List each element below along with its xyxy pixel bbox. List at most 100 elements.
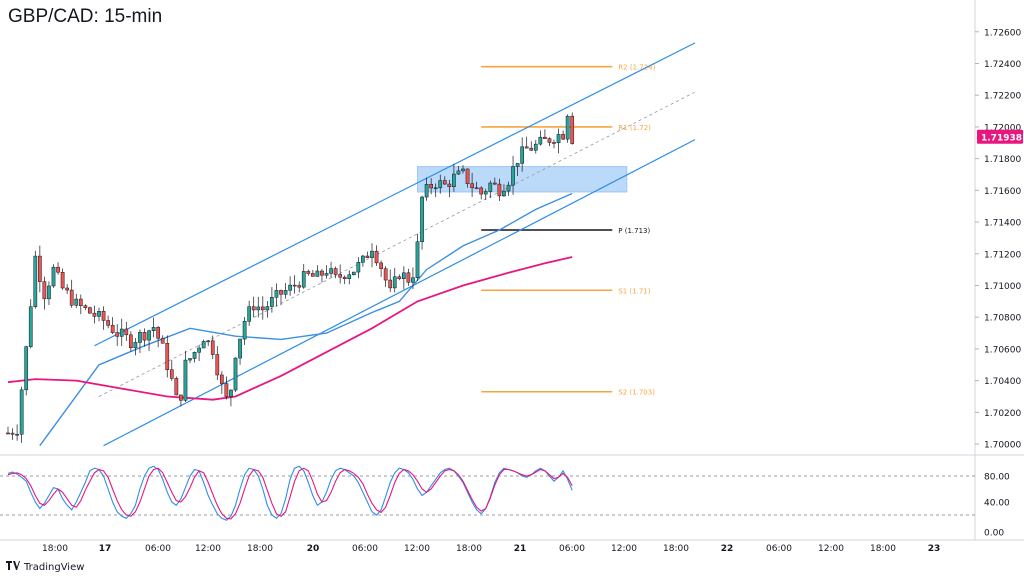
candle-body: [174, 378, 179, 396]
time-tick-label: 06:00: [352, 544, 378, 554]
candle-body: [474, 187, 479, 190]
pivot-label-3: S1 (1.71): [618, 287, 650, 295]
candle-body: [543, 136, 547, 139]
chart-title: GBP/CAD: 15-min: [8, 6, 163, 27]
candle-body: [74, 298, 79, 306]
candle-body: [392, 276, 397, 289]
candle-body: [110, 325, 115, 333]
candle-body: [524, 146, 529, 149]
candle-body: [169, 369, 174, 379]
candle-body: [383, 268, 388, 281]
candle-body: [515, 163, 520, 167]
candle-body: [306, 271, 311, 274]
candle-body: [206, 340, 211, 343]
candle-body: [165, 343, 170, 370]
price-tick-label: 1.72000: [984, 123, 1021, 133]
candle-body: [197, 347, 201, 353]
pivot-label-1: R1 (1.72): [618, 124, 651, 132]
price-tick-label: 1.70800: [984, 314, 1021, 324]
candle-body: [301, 271, 306, 288]
candle-body: [251, 306, 256, 311]
channel_mid_dashed: [98, 91, 696, 397]
candle-body: [142, 332, 147, 341]
time-tick-label: 06:00: [559, 544, 585, 554]
candle-body: [479, 187, 484, 195]
price-axis[interactable]: 1.72600 1.72400 1.72200 1.72000 1.71800 1.716…: [975, 28, 1023, 451]
moving-averages: [7, 192, 573, 447]
pivot-levels: R2 (1.724) R1 (1.72) P (1.713) S1 (1.71) S2 …: [481, 64, 656, 397]
candle-body: [160, 338, 165, 344]
candle-body: [265, 306, 270, 311]
channel_lower: [103, 139, 696, 447]
last-price-label: 1.71938: [981, 133, 1022, 143]
last-price-badge: [977, 129, 1023, 144]
candle-body: [297, 285, 302, 288]
price-tick-label: 1.70400: [984, 377, 1021, 387]
candle-body: [533, 143, 538, 151]
candle-body: [315, 270, 320, 277]
candle-body: [324, 273, 329, 276]
candle-body: [242, 320, 247, 340]
candle-body: [119, 328, 124, 337]
candle-body: [220, 374, 224, 384]
price-tick-label: 1.72400: [984, 60, 1021, 70]
candle-body: [556, 134, 561, 144]
candle-body: [65, 287, 70, 291]
candle-body: [270, 297, 274, 307]
candle-body: [420, 196, 424, 242]
candle-body: [442, 180, 447, 185]
candle-body: [483, 191, 488, 195]
candle-body: [570, 115, 575, 144]
candle-body: [288, 284, 292, 291]
candle-body: [470, 183, 474, 189]
candle-body: [78, 298, 83, 306]
candle-body: [147, 330, 151, 341]
candle-body: [511, 166, 515, 186]
pivot-label-0: R2 (1.724): [618, 64, 655, 72]
price-tick-label: 1.70000: [984, 441, 1021, 451]
time-tick-label: 12:00: [818, 544, 844, 554]
time-tick-label: 18:00: [456, 544, 482, 554]
candle-body: [370, 250, 374, 258]
time-axis[interactable]: 18:00 17 06:00 12:00 18:00 20 06:00 12:00 18:00 2…: [42, 544, 940, 554]
candle-body: [452, 173, 456, 188]
candle-body: [151, 327, 156, 331]
candle-body: [56, 266, 60, 273]
candle-body: [411, 277, 415, 283]
time-tick-label: 12:00: [195, 544, 221, 554]
candle-body: [97, 310, 101, 317]
candle-body: [38, 255, 42, 282]
candle-body: [115, 332, 120, 337]
time-tick-label: 06:00: [766, 544, 792, 554]
stoch-tick-label: 0.00: [984, 529, 1004, 539]
time-tick-label: 18:00: [663, 544, 689, 554]
price-tick-label: 1.71600: [984, 187, 1021, 197]
candle-body: [224, 383, 229, 397]
candle-body: [156, 327, 161, 339]
candle-body: [402, 272, 406, 279]
candle-body: [424, 184, 429, 198]
candle-body: [133, 342, 138, 349]
candle-body: [338, 274, 342, 278]
candle-body: [6, 432, 10, 435]
candle-body: [438, 180, 443, 189]
candle-body: [210, 340, 215, 355]
candlesticks: [6, 112, 575, 443]
candle-body: [83, 305, 88, 308]
candle-body: [233, 357, 238, 391]
candle-body: [24, 346, 29, 391]
time-tick-label: 18:00: [247, 544, 273, 554]
time-tick-label: 17: [99, 544, 112, 554]
candle-body: [88, 307, 92, 314]
time-tick-label: 12:00: [611, 544, 637, 554]
candle-body: [179, 394, 183, 401]
candle-body: [333, 268, 338, 275]
time-tick-label: 22: [721, 544, 734, 554]
time-tick-label: 18:00: [42, 544, 68, 554]
candle-body: [42, 281, 47, 300]
footer-brand[interactable]: TradingView: [6, 561, 84, 573]
ma_fast-line: [39, 192, 573, 447]
candle-body: [342, 276, 347, 279]
candle-body: [351, 271, 356, 276]
footer-brand-label: TradingView: [24, 561, 85, 573]
